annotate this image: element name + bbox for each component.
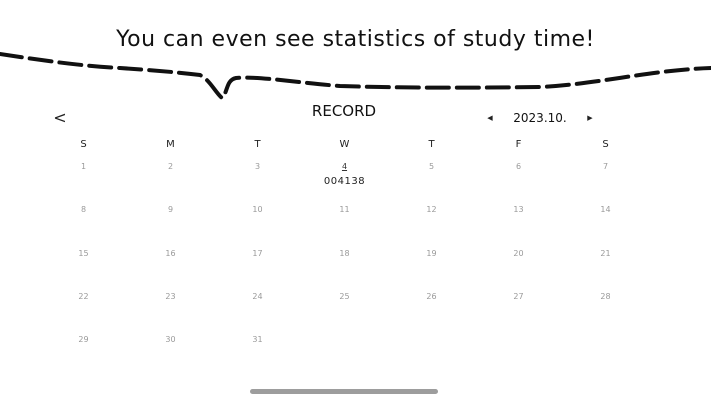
calendar-week-row: 1 2 3 4 004138 5 6 7 — [40, 158, 649, 201]
weekday-label: S — [80, 138, 87, 150]
weekday-header: S M T W T F S — [40, 130, 649, 158]
calendar-day-cell[interactable]: 29 — [40, 331, 127, 374]
day-number: 9 — [167, 205, 174, 215]
calendar-day-cell[interactable]: 19 — [388, 245, 475, 288]
day-number: 11 — [339, 205, 350, 215]
calendar-day-cell[interactable]: 1 — [40, 158, 127, 201]
calendar-day-cell[interactable]: 4 004138 — [301, 158, 388, 201]
day-number: 10 — [252, 205, 263, 215]
dashed-speech-bubble-outline — [0, 52, 711, 101]
calendar-day-cell[interactable]: 7 — [562, 158, 649, 201]
empty-day-cell — [301, 331, 388, 374]
calendar-day-cell[interactable]: 18 — [301, 245, 388, 288]
empty-day-cell — [562, 331, 649, 374]
calendar-day-cell[interactable]: 10 — [214, 201, 301, 244]
day-number: 13 — [513, 205, 524, 215]
next-month-icon[interactable]: ▶ — [587, 114, 593, 122]
calendar-day-cell[interactable]: 5 — [388, 158, 475, 201]
day-number: 29 — [78, 335, 89, 345]
day-number: 31 — [252, 335, 263, 345]
day-number: 19 — [426, 248, 437, 258]
calendar-day-cell[interactable]: 20 — [475, 245, 562, 288]
promo-banner: You can even see statistics of study tim… — [0, 0, 711, 110]
calendar-week-row: 29 30 31 — [40, 331, 649, 374]
calendar-day-cell[interactable]: 12 — [388, 201, 475, 244]
calendar-day-cell[interactable]: 24 — [214, 288, 301, 331]
weekday-label: M — [166, 138, 175, 150]
weekday-label: F — [515, 138, 522, 150]
calendar-day-cell[interactable]: 15 — [40, 245, 127, 288]
day-number: 4 — [341, 162, 348, 171]
day-number: 3 — [254, 162, 261, 171]
calendar-day-cell[interactable]: 27 — [475, 288, 562, 331]
weekday-label: T — [254, 138, 261, 150]
month-navigator: ◀ 2023.10. ▶ — [484, 109, 596, 127]
day-number: 20 — [513, 248, 524, 258]
calendar-day-cell[interactable]: 11 — [301, 201, 388, 244]
day-number: 25 — [339, 291, 350, 301]
day-number: 7 — [602, 162, 609, 171]
day-number: 18 — [339, 248, 350, 258]
day-number: 26 — [426, 291, 437, 301]
calendar-week-row: 22 23 24 25 26 27 28 — [40, 288, 649, 331]
back-button[interactable]: < — [51, 108, 69, 128]
calendar-day-cell[interactable]: 13 — [475, 201, 562, 244]
calendar-day-cell[interactable]: 21 — [562, 245, 649, 288]
day-number: 15 — [78, 248, 89, 258]
day-number: 1 — [80, 162, 87, 171]
day-number: 16 — [165, 248, 176, 258]
calendar-day-cell[interactable]: 28 — [562, 288, 649, 331]
day-number: 30 — [165, 335, 176, 345]
empty-day-cell — [475, 331, 562, 374]
study-time-record: 004138 — [323, 176, 366, 187]
day-number: 21 — [600, 248, 611, 258]
calendar-day-cell[interactable]: 9 — [127, 201, 214, 244]
calendar-day-cell[interactable]: 23 — [127, 288, 214, 331]
day-number: 23 — [165, 291, 176, 301]
day-number: 2 — [167, 162, 174, 171]
calendar-week-row: 15 16 17 18 19 20 21 — [40, 245, 649, 288]
page-title: RECORD — [311, 102, 377, 120]
day-number: 22 — [78, 291, 89, 301]
calendar-day-cell[interactable]: 2 — [127, 158, 214, 201]
day-number: 28 — [600, 291, 611, 301]
calendar-weeks: 1 2 3 4 004138 5 6 7 8 9 10 11 12 13 14 15 16 17 18 19 20 21 2… — [40, 158, 649, 374]
calendar-week-row: 8 9 10 11 12 13 14 — [40, 201, 649, 244]
calendar-grid: S M T W T F S 1 2 3 4 004138 5 6 7 8 9 10 11 12 13 14 1… — [40, 130, 649, 374]
banner-caption: You can even see statistics of study tim… — [116, 27, 595, 52]
day-number: 12 — [426, 205, 437, 215]
day-number: 27 — [513, 291, 524, 301]
day-number: 24 — [252, 291, 263, 301]
prev-month-icon[interactable]: ◀ — [487, 114, 493, 122]
calendar-day-cell[interactable]: 25 — [301, 288, 388, 331]
day-number: 5 — [428, 162, 435, 171]
weekday-label: T — [428, 138, 435, 150]
calendar-day-cell[interactable]: 8 — [40, 201, 127, 244]
calendar-day-cell[interactable]: 30 — [127, 331, 214, 374]
calendar-day-cell[interactable]: 17 — [214, 245, 301, 288]
calendar-day-cell[interactable]: 3 — [214, 158, 301, 201]
day-number: 6 — [515, 162, 522, 171]
calendar-day-cell[interactable]: 26 — [388, 288, 475, 331]
calendar-day-cell[interactable]: 22 — [40, 288, 127, 331]
calendar-day-cell[interactable]: 31 — [214, 331, 301, 374]
calendar-day-cell[interactable]: 14 — [562, 201, 649, 244]
weekday-label: W — [339, 138, 350, 150]
day-number: 17 — [252, 248, 263, 258]
home-indicator[interactable] — [250, 389, 438, 394]
weekday-label: S — [602, 138, 609, 150]
calendar-day-cell[interactable]: 16 — [127, 245, 214, 288]
chevron-left-icon: < — [53, 108, 67, 127]
calendar-day-cell[interactable]: 6 — [475, 158, 562, 201]
empty-day-cell — [388, 331, 475, 374]
month-label: 2023.10. — [513, 111, 567, 125]
day-number: 8 — [80, 205, 87, 215]
day-number: 14 — [600, 205, 611, 215]
